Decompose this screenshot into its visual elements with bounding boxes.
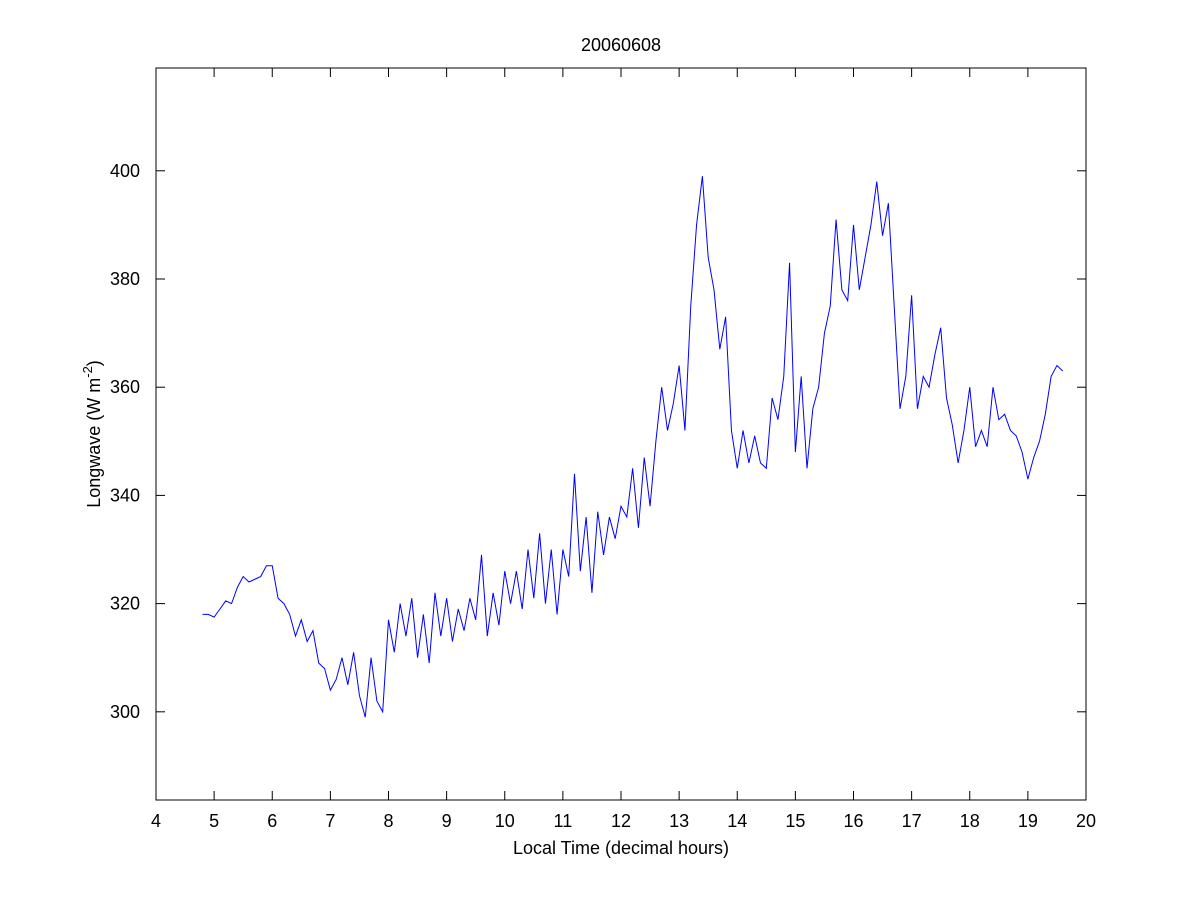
y-tick-label: 320 (110, 594, 140, 614)
y-tick-label: 300 (110, 702, 140, 722)
x-tick-label: 8 (383, 811, 393, 831)
plot-area (155, 67, 1087, 801)
y-axis-label: Longwave (W m-2) (80, 360, 104, 508)
x-axis-label: Local Time (decimal hours) (513, 838, 729, 858)
x-tick-label: 20 (1076, 811, 1096, 831)
x-tick-label: 18 (960, 811, 980, 831)
x-tick-label: 12 (611, 811, 631, 831)
y-tick-label: 400 (110, 161, 140, 181)
y-tick-label: 360 (110, 377, 140, 397)
x-tick-label: 11 (554, 811, 573, 831)
x-tick-label: 19 (1018, 811, 1038, 831)
data-line (202, 176, 1064, 718)
x-tick-label: 9 (442, 811, 452, 831)
y-label-suffix: ) (84, 360, 104, 366)
x-tick-label: 4 (151, 811, 161, 831)
x-tick-label: 16 (843, 811, 863, 831)
x-tick-label: 10 (495, 811, 515, 831)
y-label-superscript: -2 (80, 366, 95, 378)
chart-title: 20060608 (581, 35, 661, 55)
x-tick-label: 15 (785, 811, 805, 831)
y-tick-label: 380 (110, 269, 140, 289)
x-tick-label: 13 (669, 811, 689, 831)
x-tick-label: 6 (267, 811, 277, 831)
x-tick-label: 5 (209, 811, 219, 831)
x-tick-label: 17 (902, 811, 922, 831)
y-tick-label: 340 (110, 485, 140, 505)
x-tick-label: 7 (325, 811, 335, 831)
y-label-text: Longwave (W m (84, 378, 104, 508)
x-tick-label: 14 (727, 811, 747, 831)
